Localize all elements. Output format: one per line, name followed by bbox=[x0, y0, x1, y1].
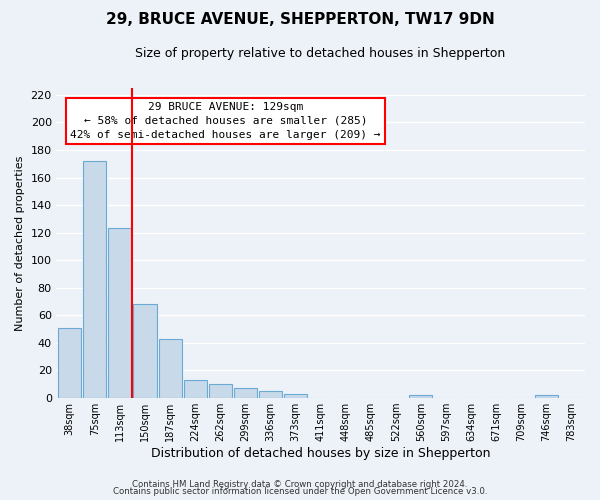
Title: Size of property relative to detached houses in Shepperton: Size of property relative to detached ho… bbox=[136, 48, 506, 60]
Bar bbox=[209, 384, 232, 398]
Bar bbox=[158, 338, 182, 398]
Bar bbox=[184, 380, 206, 398]
Bar bbox=[109, 228, 131, 398]
Bar bbox=[234, 388, 257, 398]
Bar bbox=[535, 395, 557, 398]
Bar bbox=[58, 328, 81, 398]
Y-axis label: Number of detached properties: Number of detached properties bbox=[15, 155, 25, 330]
Bar bbox=[284, 394, 307, 398]
Bar bbox=[83, 161, 106, 398]
Text: 29 BRUCE AVENUE: 129sqm
← 58% of detached houses are smaller (285)
42% of semi-d: 29 BRUCE AVENUE: 129sqm ← 58% of detache… bbox=[70, 102, 380, 140]
X-axis label: Distribution of detached houses by size in Shepperton: Distribution of detached houses by size … bbox=[151, 447, 490, 460]
Text: Contains HM Land Registry data © Crown copyright and database right 2024.: Contains HM Land Registry data © Crown c… bbox=[132, 480, 468, 489]
Text: Contains public sector information licensed under the Open Government Licence v3: Contains public sector information licen… bbox=[113, 487, 487, 496]
Bar bbox=[259, 391, 282, 398]
Bar bbox=[409, 395, 433, 398]
Text: 29, BRUCE AVENUE, SHEPPERTON, TW17 9DN: 29, BRUCE AVENUE, SHEPPERTON, TW17 9DN bbox=[106, 12, 494, 28]
Bar bbox=[133, 304, 157, 398]
